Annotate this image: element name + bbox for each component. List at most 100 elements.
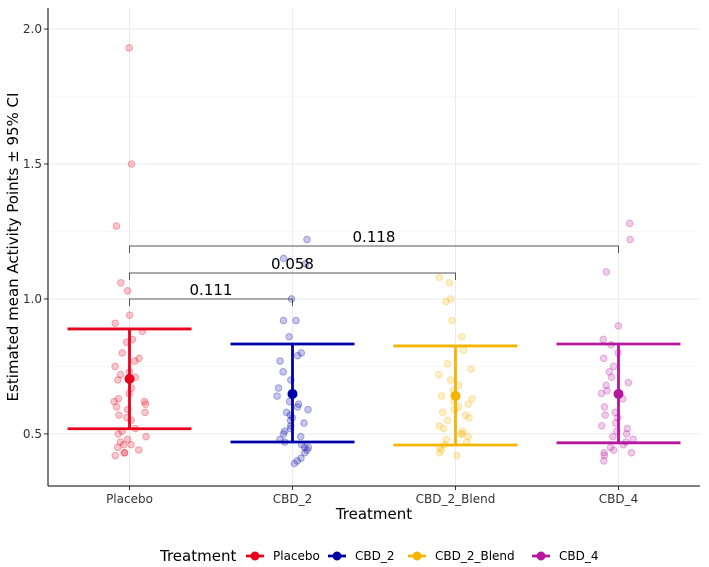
data-point xyxy=(116,278,125,287)
data-point xyxy=(435,273,444,282)
data-point xyxy=(437,392,446,400)
data-point xyxy=(141,400,150,409)
data-point xyxy=(110,397,119,406)
axes: 0.5 1.0 1.5 2.0 Placebo CBD_2 CBD_2_Blend CBD_4 xyxy=(23,8,700,506)
data-point xyxy=(142,432,150,441)
data-point xyxy=(282,408,291,417)
data-point xyxy=(603,386,611,395)
data-point xyxy=(135,354,143,363)
data-point xyxy=(461,411,470,419)
points xyxy=(110,44,637,468)
data-point xyxy=(614,322,623,330)
data-point xyxy=(116,438,125,446)
y-tick-label: 2.0 xyxy=(23,22,42,36)
data-point xyxy=(464,400,472,409)
data-point xyxy=(297,454,305,462)
data-point xyxy=(114,430,123,438)
data-point xyxy=(304,405,312,414)
y-tick-label: 0.5 xyxy=(23,427,42,441)
data-point xyxy=(600,403,609,411)
p-value-label: 0.111 xyxy=(190,281,233,299)
data-point xyxy=(280,427,289,436)
data-point xyxy=(622,430,631,438)
data-point xyxy=(131,357,139,365)
data-point xyxy=(279,316,288,325)
data-point xyxy=(443,359,452,368)
data-point xyxy=(599,354,608,363)
data-point xyxy=(435,449,444,457)
legend-title: Treatment xyxy=(159,547,236,565)
data-point xyxy=(293,351,302,360)
data-point xyxy=(625,219,634,228)
legend-key-dot xyxy=(412,551,422,561)
data-point xyxy=(114,395,123,403)
legend-key-dot xyxy=(250,551,260,561)
data-point xyxy=(465,413,473,422)
x-axis-label: Treatment xyxy=(335,505,412,523)
data-point xyxy=(602,268,611,276)
data-point xyxy=(125,311,134,319)
data-point xyxy=(442,297,450,306)
data-point xyxy=(442,435,451,444)
data-point xyxy=(623,424,632,433)
x-tick-label: Placebo xyxy=(106,492,153,506)
data-point xyxy=(279,430,288,438)
p-value-label: 0.058 xyxy=(271,255,314,273)
legend-label: CBD_4 xyxy=(559,549,599,563)
data-point xyxy=(119,440,128,449)
data-point xyxy=(297,349,306,357)
data-point xyxy=(120,449,129,457)
data-point xyxy=(301,260,310,268)
data-point xyxy=(597,422,606,430)
data-point xyxy=(300,419,308,427)
data-point xyxy=(303,235,311,244)
data-point xyxy=(279,254,288,263)
data-point xyxy=(605,368,614,376)
legend-label: Placebo xyxy=(273,549,320,563)
mean-point xyxy=(287,388,298,399)
x-tick-label: CBD_2_Blend xyxy=(416,492,496,506)
data-point xyxy=(601,411,610,419)
data-point xyxy=(435,422,444,430)
data-point xyxy=(597,389,606,398)
x-tick-label: CBD_4 xyxy=(599,492,639,506)
data-point xyxy=(292,316,300,325)
legend-key-dot xyxy=(332,551,342,561)
data-point xyxy=(600,449,608,457)
data-point xyxy=(276,357,284,365)
data-point xyxy=(111,362,119,371)
comparison-bracket xyxy=(129,298,293,306)
data-point xyxy=(300,449,309,457)
data-point xyxy=(123,435,132,444)
data-point xyxy=(446,295,455,303)
data-point xyxy=(134,446,143,454)
data-point xyxy=(607,373,616,382)
data-point xyxy=(293,457,302,465)
data-point xyxy=(627,449,636,457)
legend-label: CBD_2 xyxy=(355,549,395,563)
data-point xyxy=(600,457,608,465)
comparison-bracket xyxy=(129,245,619,254)
data-point xyxy=(446,376,455,384)
mean-point xyxy=(124,373,135,384)
data-point xyxy=(464,432,472,441)
data-point xyxy=(458,427,467,436)
data-point xyxy=(273,392,281,400)
ci-bars xyxy=(67,327,681,447)
data-point xyxy=(300,443,309,452)
data-point xyxy=(467,365,475,373)
mean-point xyxy=(613,388,624,399)
legend-label: CBD_2_Blend xyxy=(435,549,515,563)
data-point xyxy=(303,446,311,454)
data-point xyxy=(141,408,149,417)
data-point xyxy=(111,319,119,328)
data-point xyxy=(296,432,305,441)
data-point xyxy=(290,459,299,468)
data-point xyxy=(113,443,122,452)
data-point xyxy=(125,44,133,52)
data-point xyxy=(140,397,149,406)
data-point xyxy=(118,349,126,357)
y-tick-label: 1.5 xyxy=(23,157,42,171)
data-point xyxy=(285,332,293,341)
